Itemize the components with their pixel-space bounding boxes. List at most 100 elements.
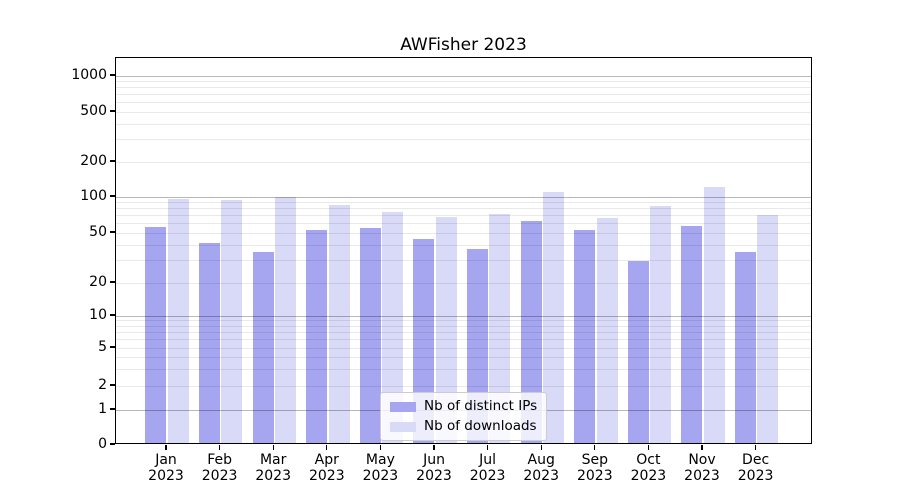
y-tick-mark xyxy=(110,384,115,386)
x-tick-year: 2023 xyxy=(576,468,613,484)
bar-distinct-ips xyxy=(627,260,649,443)
x-tick-label: Mar 2023 xyxy=(245,452,301,484)
x-tick-mark xyxy=(701,444,703,450)
x-tick-year: 2023 xyxy=(630,468,667,484)
x-tick-month: Feb xyxy=(207,452,232,468)
bar-distinct-ips xyxy=(252,252,274,443)
y-tick-mark xyxy=(110,195,115,197)
x-tick-month: Jul xyxy=(479,452,497,468)
y-tick-mark xyxy=(110,160,115,162)
x-tick-mark xyxy=(218,444,221,450)
x-tick-mark xyxy=(540,444,542,450)
y-tick-mark xyxy=(110,346,115,348)
bar-downloads xyxy=(274,196,296,443)
plot-area: Nb of distinct IPs Nb of downloads xyxy=(115,57,812,444)
x-tick-label: Jan 2023 xyxy=(138,452,194,484)
bar-distinct-ips xyxy=(574,229,596,443)
bar-downloads xyxy=(757,215,779,443)
x-tick-year: 2023 xyxy=(684,468,720,484)
x-tick-month: Mar xyxy=(259,452,287,468)
x-tick-label: Apr 2023 xyxy=(299,452,355,484)
bar-distinct-ips xyxy=(734,252,756,443)
x-tick-mark xyxy=(379,444,382,450)
bar-downloads xyxy=(167,198,189,443)
x-tick-year: 2023 xyxy=(255,468,291,484)
bar-distinct-ips xyxy=(198,243,220,443)
x-tick-month: Apr xyxy=(314,452,339,468)
x-tick-label: Jun 2023 xyxy=(406,452,462,484)
bar-downloads xyxy=(703,186,725,443)
y-tick-mark xyxy=(110,443,115,445)
y-tick-mark xyxy=(110,281,115,283)
x-tick-month: Dec xyxy=(742,452,770,468)
y-tick-label: 20 xyxy=(89,274,107,290)
x-tick-mark xyxy=(326,444,328,450)
y-tick-label: 1000 xyxy=(71,67,107,83)
x-tick-mark xyxy=(647,444,650,450)
x-tick-month: May xyxy=(365,452,395,468)
y-tick-label: 0 xyxy=(98,436,107,452)
x-tick-label: Aug 2023 xyxy=(513,452,569,484)
y-tick-mark xyxy=(110,110,115,112)
x-tick-label: Dec 2023 xyxy=(728,452,784,484)
legend-swatch-downloads xyxy=(390,421,416,432)
bar-downloads xyxy=(221,199,243,443)
bar-distinct-ips xyxy=(145,227,167,443)
x-tick-mark xyxy=(433,444,435,450)
y-tick-label: 2 xyxy=(98,377,107,393)
legend-label-downloads: Nb of downloads xyxy=(424,418,537,434)
y-tick-label: 100 xyxy=(80,188,107,204)
bar-distinct-ips xyxy=(681,226,703,443)
x-tick-year: 2023 xyxy=(148,468,184,484)
legend: Nb of distinct IPs Nb of downloads xyxy=(380,392,548,441)
x-tick-year: 2023 xyxy=(737,468,774,484)
y-tick-label: 500 xyxy=(80,103,107,119)
x-tick-mark xyxy=(165,444,167,450)
x-tick-month: Oct xyxy=(636,452,661,468)
bar-downloads xyxy=(382,212,404,443)
y-tick-mark xyxy=(110,314,115,316)
x-tick-year: 2023 xyxy=(469,468,506,484)
x-tick-year: 2023 xyxy=(362,468,399,484)
legend-label-distinct-ips: Nb of distinct IPs xyxy=(424,398,538,414)
x-tick-label: Feb 2023 xyxy=(192,452,248,484)
legend-swatch-distinct-ips xyxy=(390,401,416,412)
y-tick-label: 10 xyxy=(89,307,107,323)
chart-title: AWFisher 2023 xyxy=(400,35,527,55)
y-tick-mark xyxy=(110,231,115,233)
x-tick-mark xyxy=(486,444,489,450)
x-tick-month: Jan xyxy=(155,452,177,468)
y-tick-label: 50 xyxy=(89,224,107,240)
bar-downloads xyxy=(435,217,457,443)
bar-downloads xyxy=(328,204,350,443)
x-tick-year: 2023 xyxy=(523,468,559,484)
x-tick-month: Sep xyxy=(581,452,608,468)
bar-distinct-ips xyxy=(520,220,542,443)
x-tick-label: Jul 2023 xyxy=(460,452,516,484)
x-tick-year: 2023 xyxy=(201,468,238,484)
bars-layer xyxy=(116,58,811,443)
bar-downloads xyxy=(489,213,511,443)
bar-downloads xyxy=(542,191,564,443)
x-tick-month: Nov xyxy=(688,452,716,468)
y-tick-mark xyxy=(110,74,115,76)
y-tick-label: 1 xyxy=(98,401,107,417)
bar-distinct-ips xyxy=(359,227,381,443)
x-tick-mark xyxy=(594,444,596,450)
x-tick-mark xyxy=(272,444,274,450)
bar-downloads xyxy=(596,218,618,443)
y-tick-label: 200 xyxy=(80,153,107,169)
x-tick-mark xyxy=(754,444,757,450)
legend-item-downloads: Nb of downloads xyxy=(390,418,537,435)
x-tick-month: Aug xyxy=(527,452,555,468)
x-tick-label: Sep 2023 xyxy=(567,452,623,484)
legend-item-distinct-ips: Nb of distinct IPs xyxy=(390,398,537,415)
x-tick-label: Oct 2023 xyxy=(620,452,676,484)
y-tick-label: 5 xyxy=(98,339,107,355)
bar-distinct-ips xyxy=(306,229,328,443)
x-tick-year: 2023 xyxy=(308,468,345,484)
x-tick-label: Nov 2023 xyxy=(674,452,730,484)
x-tick-label: May 2023 xyxy=(352,452,408,484)
x-tick-year: 2023 xyxy=(416,468,452,484)
